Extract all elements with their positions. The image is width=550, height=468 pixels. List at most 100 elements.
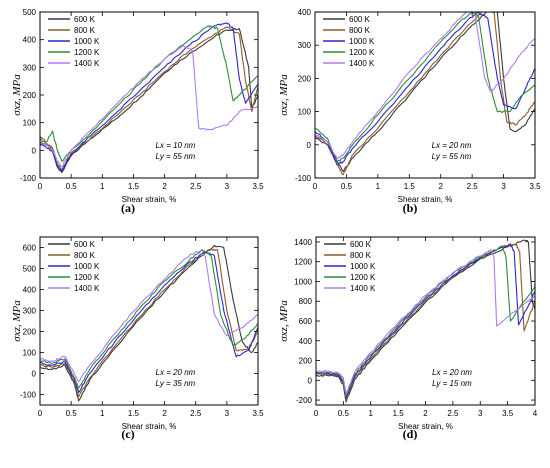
y-tick-label: -100 bbox=[295, 174, 312, 183]
series-group bbox=[39, 244, 259, 402]
y-axis-label: σxz, MPa bbox=[278, 300, 290, 342]
series-line-1200k bbox=[39, 249, 259, 389]
y-tick-label: 600 bbox=[299, 317, 313, 326]
legend-entry: 800 K bbox=[349, 26, 371, 35]
y-tick-label: 100 bbox=[298, 108, 312, 117]
series-group bbox=[314, 11, 536, 176]
x-tick-label: 4 bbox=[533, 409, 538, 418]
legend-entry: 1400 K bbox=[74, 284, 100, 293]
x-tick-label: 2 bbox=[162, 182, 167, 191]
legend-entry: 1400 K bbox=[349, 59, 375, 68]
legend-entry: 800 K bbox=[74, 26, 96, 35]
x-tick-label: 1.5 bbox=[128, 409, 140, 418]
x-tick-label: 0.5 bbox=[66, 182, 78, 191]
y-tick-label: 200 bbox=[299, 357, 313, 366]
x-tick-label: 2.5 bbox=[190, 409, 202, 418]
y-tick-label: -100 bbox=[20, 174, 37, 183]
x-tick-label: 2.5 bbox=[447, 409, 459, 418]
legend-entry: 1200 K bbox=[349, 48, 375, 57]
legend: 600 K 800 K 1000 K 1200 K 1400 K bbox=[48, 240, 100, 293]
series-line-800k bbox=[39, 248, 259, 398]
series-line-600k bbox=[314, 11, 536, 172]
x-tick-label: 2 bbox=[423, 409, 428, 418]
legend-entry: 1000 K bbox=[74, 262, 100, 271]
x-axis-label: Shear strain, % bbox=[122, 195, 177, 204]
x-tick-label: 1 bbox=[369, 409, 374, 418]
x-axis-label: Shear strain, % bbox=[398, 195, 453, 204]
x-tick-label: 1 bbox=[376, 182, 381, 191]
legend-entry: 600 K bbox=[350, 240, 372, 249]
y-tick-label: 200 bbox=[298, 74, 312, 83]
series-line-1200k bbox=[315, 245, 536, 397]
annotation-text: Lx = 20 nm bbox=[156, 368, 196, 377]
x-tick-label: 3 bbox=[478, 409, 483, 418]
x-tick-label: 0 bbox=[38, 182, 43, 191]
x-tick-label: 2 bbox=[162, 409, 167, 418]
legend-entry: 1200 K bbox=[74, 48, 100, 57]
y-axis-label: σxz, MPa bbox=[11, 300, 23, 342]
y-tick-label: 300 bbox=[23, 307, 37, 316]
y-tick-label: 0 bbox=[32, 146, 37, 155]
x-tick-label: 2 bbox=[438, 182, 443, 191]
annotation-text: Ly = 55 nm bbox=[432, 152, 472, 161]
x-tick-label: 0.5 bbox=[66, 409, 78, 418]
y-tick-label: 500 bbox=[23, 8, 37, 17]
legend: 600 K 800 K 1000 K 1200 K 1400 K bbox=[324, 240, 376, 293]
panel-4: 0 0.5 1 1.5 2 2.5 3 3.5 4-2000200400600800100012… bbox=[278, 236, 538, 441]
annotation-text: Lx = 20 nm bbox=[432, 368, 472, 377]
x-tick-label: 1.5 bbox=[404, 182, 416, 191]
panel-label: (c) bbox=[121, 427, 134, 441]
y-tick-label: 100 bbox=[23, 349, 37, 358]
legend: 600 K 800 K 1000 K 1200 K 1400 K bbox=[48, 15, 100, 68]
x-tick-label: 0 bbox=[38, 409, 43, 418]
y-tick-label: 200 bbox=[23, 91, 37, 100]
legend-entry: 800 K bbox=[74, 251, 96, 260]
x-tick-label: 1 bbox=[100, 409, 105, 418]
annotation-text: Ly = 55 nm bbox=[156, 152, 196, 161]
y-tick-label: 400 bbox=[299, 337, 313, 346]
series-line-1000k bbox=[315, 243, 536, 399]
x-tick-label: 3.5 bbox=[252, 182, 264, 191]
y-tick-label: 1000 bbox=[294, 277, 312, 286]
y-tick-label: 1400 bbox=[294, 238, 312, 247]
x-tick-label: 3 bbox=[501, 182, 506, 191]
y-tick-label: 400 bbox=[23, 36, 37, 45]
x-tick-label: 2.5 bbox=[190, 182, 202, 191]
legend-entry: 1000 K bbox=[74, 37, 100, 46]
panel-label: (b) bbox=[403, 201, 418, 215]
plot-frame bbox=[315, 236, 536, 406]
x-tick-label: 1.5 bbox=[128, 182, 140, 191]
series-line-600k bbox=[315, 239, 536, 403]
panel-1: 0 0.5 1 1.5 2 2.5 3 3.5-1000100200300400500Shea… bbox=[11, 8, 264, 215]
y-tick-label: 500 bbox=[23, 265, 37, 274]
y-axis-label: σxz, MPa bbox=[11, 74, 23, 116]
legend-entry: 600 K bbox=[349, 15, 371, 24]
legend-entry: 1400 K bbox=[74, 59, 100, 68]
y-tick-label: 0 bbox=[308, 376, 313, 385]
x-tick-label: 0.5 bbox=[341, 182, 353, 191]
y-axis-label: σxz, MPa bbox=[278, 74, 290, 116]
plot-frame bbox=[39, 236, 259, 406]
x-tick-label: 3 bbox=[225, 182, 230, 191]
series-line-1400k bbox=[315, 249, 536, 395]
legend: 600 K 800 K 1000 K 1200 K 1400 K bbox=[323, 15, 375, 68]
series-line-600k bbox=[39, 244, 259, 402]
series-group bbox=[315, 239, 536, 403]
series-line-800k bbox=[314, 11, 536, 176]
panel-label: (d) bbox=[403, 427, 418, 441]
series-line-1200k bbox=[39, 25, 259, 162]
x-tick-label: 1.5 bbox=[393, 409, 405, 418]
legend-entry: 1200 K bbox=[350, 273, 376, 282]
y-tick-label: 100 bbox=[23, 119, 37, 128]
series-line-800k bbox=[40, 26, 259, 171]
y-tick-label: -100 bbox=[20, 391, 37, 400]
x-tick-label: 0 bbox=[314, 409, 319, 418]
annotation-text: Ly = 15 nm bbox=[432, 379, 472, 388]
x-tick-label: 3 bbox=[225, 409, 230, 418]
series-line-1000k bbox=[39, 22, 259, 172]
series-line-1400k bbox=[39, 44, 259, 168]
legend-entry: 1200 K bbox=[74, 273, 100, 282]
